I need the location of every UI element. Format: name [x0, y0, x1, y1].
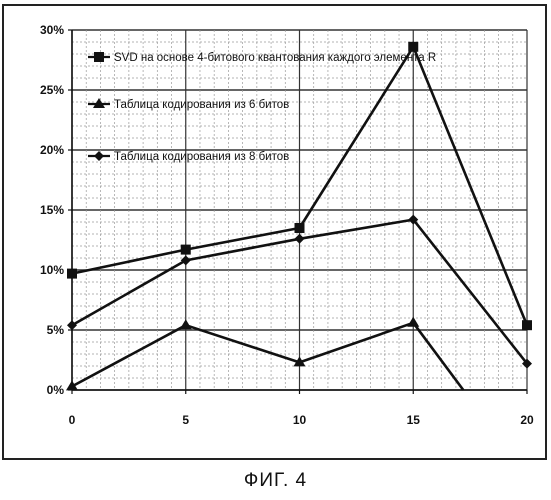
y-tick-label: 5% [47, 323, 65, 337]
grid [72, 30, 527, 390]
legend-label: SVD на основе 4-битового квантования каж… [114, 52, 436, 64]
x-tick-label: 20 [520, 413, 534, 427]
series-line-2 [72, 323, 463, 390]
y-tick-label: 30% [40, 23, 64, 37]
y-tick-label: 15% [40, 203, 64, 217]
x-tick-label: 10 [293, 413, 307, 427]
legend-marker [94, 52, 104, 62]
data-point-series-1 [181, 245, 191, 255]
y-tick-label: 25% [40, 83, 64, 97]
legend-label: Таблица кодирования из 8 битов [114, 151, 289, 163]
data-point-series-2 [180, 319, 192, 329]
legend: SVD на основе 4-битового квантования каж… [88, 52, 436, 163]
line-chart: 0% 5% 10% 15% 20% 25% 30% 0 5 10 15 20 SVD на основ… [0, 0, 551, 465]
data-point-series-3 [67, 320, 77, 330]
data-point-series-1 [295, 223, 305, 233]
figure-caption: ФИГ. 4 [0, 470, 551, 492]
y-tick-label: 20% [40, 143, 64, 157]
tick-labels: 0% 5% 10% 15% 20% 25% 30% 0 5 10 15 20 [40, 23, 534, 427]
data-point-series-1 [522, 320, 532, 330]
data-point-series-1 [67, 269, 77, 279]
x-tick-label: 0 [69, 413, 76, 427]
data-point-series-1 [408, 42, 418, 52]
x-tick-label: 15 [407, 413, 421, 427]
legend-label: Таблица кодирования из 6 битов [114, 99, 289, 111]
y-tick-label: 0% [47, 383, 65, 397]
legend-marker [94, 151, 104, 161]
x-tick-label: 5 [182, 413, 189, 427]
axes [68, 30, 527, 394]
data-point-series-3 [295, 234, 305, 244]
y-tick-label: 10% [40, 263, 64, 277]
